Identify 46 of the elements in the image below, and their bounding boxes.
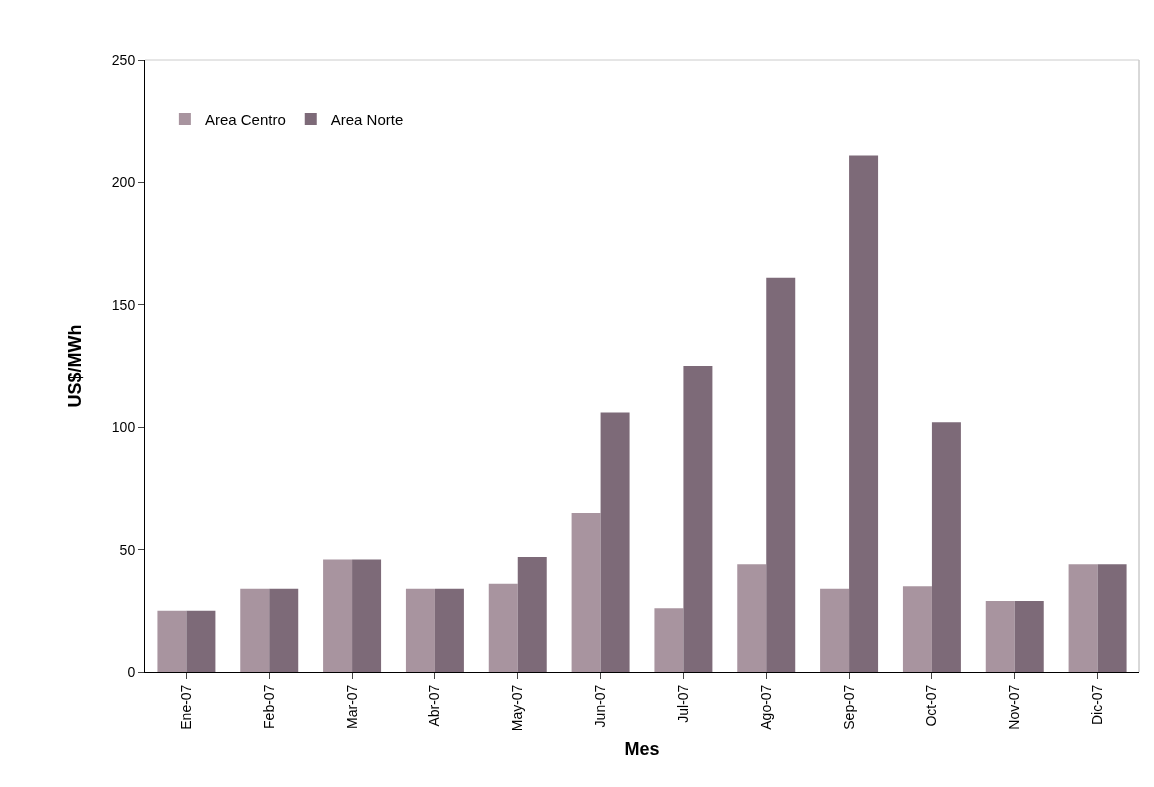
bar: [766, 277, 796, 672]
x-tick-label: Nov-07: [1006, 684, 1023, 730]
x-tick-label: Jul-07: [674, 684, 691, 723]
bar: [654, 608, 684, 672]
x-tick-label: May-07: [509, 684, 526, 732]
y-tick-label: 0: [127, 663, 136, 680]
x-axis-title: Mes: [624, 739, 660, 760]
legend-label: Area Norte: [330, 110, 404, 128]
bar: [683, 366, 713, 672]
bar: [820, 588, 850, 672]
y-tick-label: 100: [111, 419, 136, 436]
x-tick-label: Oct-07: [923, 684, 940, 727]
x-tick-label: Jun-07: [592, 684, 609, 728]
y-axis-title: US$/MWh: [65, 324, 86, 408]
y-tick-label: 250: [111, 51, 136, 68]
bar: [517, 556, 547, 672]
bar: [985, 601, 1015, 672]
y-tick-label: 50: [119, 541, 136, 558]
x-tick-label: Abr-07: [426, 684, 443, 727]
y-tick-label: 200: [111, 174, 136, 191]
bar: [902, 586, 932, 672]
bar: [240, 588, 270, 672]
bar: [600, 412, 630, 672]
bar: [1097, 564, 1127, 672]
bar: [186, 610, 216, 672]
bar: [405, 588, 435, 672]
bar: [737, 564, 767, 672]
bar: [1068, 564, 1098, 672]
bar: [323, 559, 353, 672]
bar: [1014, 601, 1044, 672]
bar: [352, 559, 382, 672]
y-tick-label: 150: [111, 296, 136, 313]
x-tick-label: Dic-07: [1089, 684, 1106, 726]
bar: [849, 155, 879, 672]
bar: [488, 583, 518, 672]
x-tick-label: Ago-07: [757, 684, 774, 730]
bar: [269, 588, 299, 672]
legend-label: Area Centro: [204, 110, 286, 128]
bar: [931, 422, 961, 672]
x-tick-label: Mar-07: [343, 684, 360, 729]
bar: [434, 588, 464, 672]
x-tick-label: Ene-07: [177, 684, 194, 730]
bar: [571, 512, 601, 672]
bar: [157, 610, 187, 672]
x-tick-label: Sep-07: [840, 684, 857, 730]
x-tick-label: Feb-07: [260, 684, 277, 729]
